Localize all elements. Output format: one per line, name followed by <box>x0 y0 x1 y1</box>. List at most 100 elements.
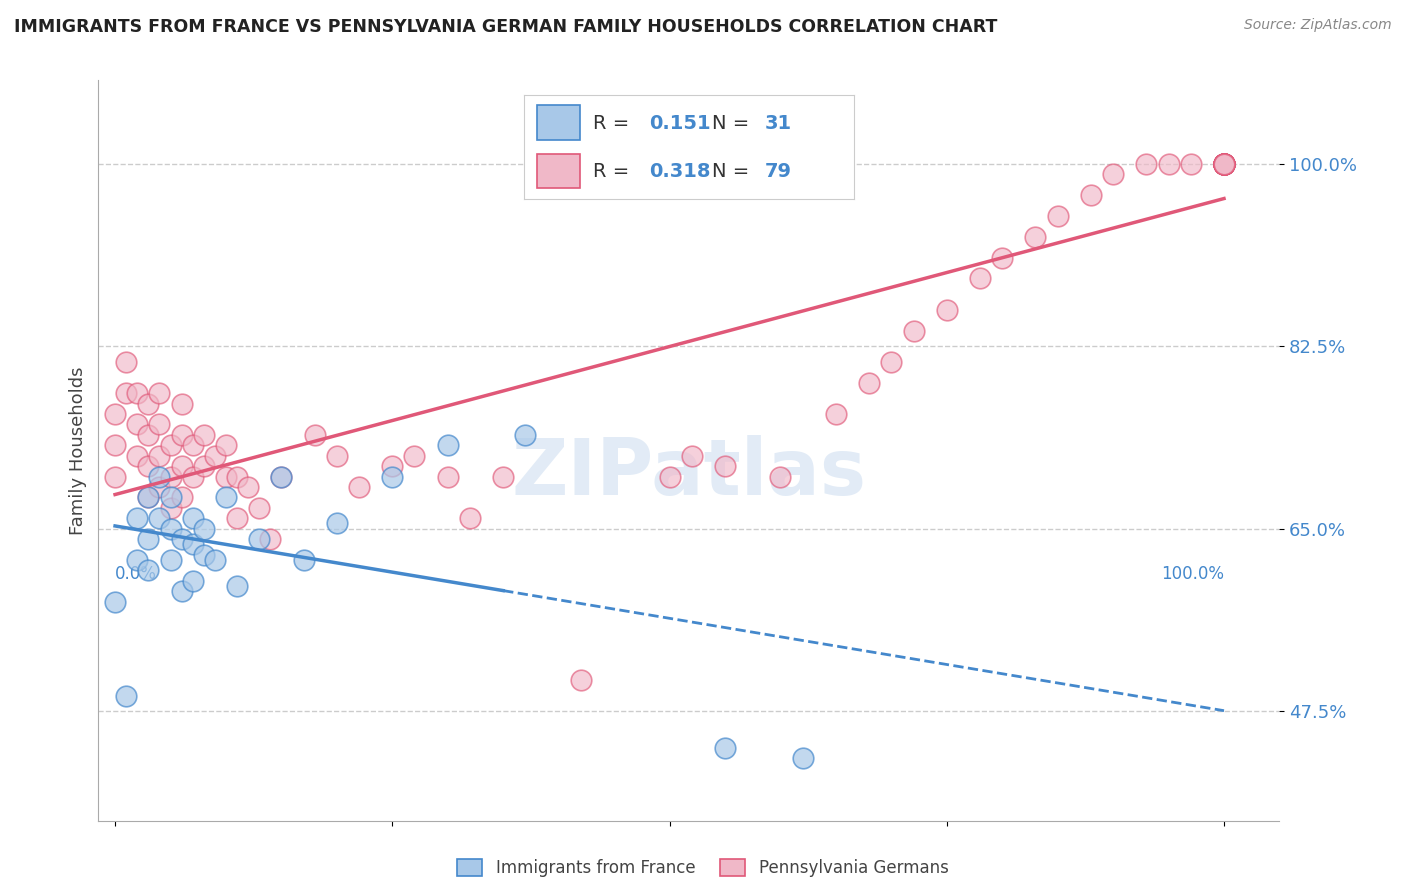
Point <box>159 491 181 505</box>
Point <box>326 449 349 463</box>
Point <box>792 751 814 765</box>
Point <box>226 579 249 593</box>
Point <box>1213 157 1236 171</box>
Point <box>136 532 159 546</box>
Point <box>880 355 903 369</box>
Point <box>1213 157 1236 171</box>
Point <box>1180 157 1202 171</box>
Point <box>148 469 170 483</box>
Point <box>714 740 737 755</box>
Point <box>1213 157 1236 171</box>
Point <box>1135 157 1157 171</box>
Point <box>115 355 138 369</box>
Point <box>127 386 149 401</box>
Point <box>170 427 193 442</box>
Point <box>1213 157 1236 171</box>
Point <box>858 376 880 390</box>
Point <box>181 469 204 483</box>
Point <box>226 511 249 525</box>
Point <box>136 491 159 505</box>
Point <box>170 459 193 474</box>
Point <box>170 396 193 410</box>
Point <box>569 673 592 687</box>
Y-axis label: Family Households: Family Households <box>69 367 87 534</box>
Point <box>270 469 292 483</box>
Text: 100.0%: 100.0% <box>1161 566 1225 583</box>
Point <box>458 511 481 525</box>
Point <box>1213 157 1236 171</box>
Point <box>127 553 149 567</box>
Point <box>515 427 537 442</box>
Point <box>714 459 737 474</box>
Point <box>436 438 458 452</box>
Point <box>1213 157 1236 171</box>
Point <box>825 407 848 421</box>
Text: IMMIGRANTS FROM FRANCE VS PENNSYLVANIA GERMAN FAMILY HOUSEHOLDS CORRELATION CHAR: IMMIGRANTS FROM FRANCE VS PENNSYLVANIA G… <box>14 18 997 36</box>
Point <box>1213 157 1236 171</box>
Point <box>903 324 925 338</box>
Point <box>193 522 215 536</box>
Point <box>170 584 193 599</box>
Point <box>991 251 1014 265</box>
Point <box>436 469 458 483</box>
Point <box>270 469 292 483</box>
Point <box>104 407 127 421</box>
Point <box>148 417 170 432</box>
Text: 0.0%: 0.0% <box>115 566 157 583</box>
Point <box>935 302 957 317</box>
Point <box>115 386 138 401</box>
Point <box>181 438 204 452</box>
Point <box>969 271 991 285</box>
Point <box>181 574 204 588</box>
Point <box>1213 157 1236 171</box>
Point <box>1157 157 1180 171</box>
Point <box>148 511 170 525</box>
Point <box>681 449 703 463</box>
Point <box>159 522 181 536</box>
Point <box>236 480 259 494</box>
Point <box>215 438 238 452</box>
Point <box>1213 157 1236 171</box>
Point <box>1080 188 1102 202</box>
Point <box>347 480 370 494</box>
Point <box>148 480 170 494</box>
Point <box>769 469 792 483</box>
Point <box>1213 157 1236 171</box>
Point <box>148 449 170 463</box>
Point <box>181 511 204 525</box>
Point <box>259 532 281 546</box>
Point <box>181 537 204 551</box>
Point <box>193 459 215 474</box>
Point <box>193 427 215 442</box>
Point <box>1213 157 1236 171</box>
Point <box>136 459 159 474</box>
Point <box>1213 157 1236 171</box>
Legend: Immigrants from France, Pennsylvania Germans: Immigrants from France, Pennsylvania Ger… <box>451 852 955 884</box>
Point <box>247 500 270 515</box>
Point <box>226 469 249 483</box>
Point <box>159 553 181 567</box>
Point <box>136 491 159 505</box>
Point <box>1046 209 1069 223</box>
Point <box>148 386 170 401</box>
Point <box>104 469 127 483</box>
Point <box>127 417 149 432</box>
Point <box>326 516 349 531</box>
Point <box>170 532 193 546</box>
Point <box>215 491 238 505</box>
Point <box>304 427 326 442</box>
Point <box>159 500 181 515</box>
Text: Source: ZipAtlas.com: Source: ZipAtlas.com <box>1244 18 1392 32</box>
Point <box>292 553 315 567</box>
Point <box>159 438 181 452</box>
Point <box>115 689 138 703</box>
Point <box>136 563 159 577</box>
Point <box>381 469 404 483</box>
Point <box>1024 229 1046 244</box>
Point <box>136 396 159 410</box>
Point <box>170 491 193 505</box>
Point <box>127 449 149 463</box>
Point <box>1213 157 1236 171</box>
Point <box>381 459 404 474</box>
Point <box>1213 157 1236 171</box>
